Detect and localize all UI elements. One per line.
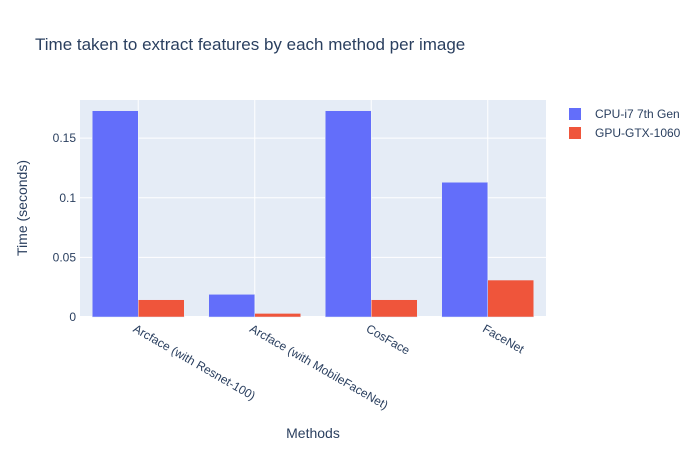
x-axis-ticks: Arcface (with Resnet-100)Arcface (with M… [131,321,527,412]
bar-gpu-1 [254,313,301,318]
legend-swatch [569,127,581,139]
legend: CPU-i7 7th Gen GPU-GTX-1060 [569,107,681,140]
bar-cpu-1 [208,294,255,318]
bar-cpu-2 [325,110,372,318]
x-tick-label: FaceNet [480,321,527,356]
y-tick-label: 0.05 [53,250,77,264]
legend-label: GPU-GTX-1060 [595,126,681,140]
y-axis-title: Time (seconds) [14,160,30,256]
x-tick-label: CosFace [364,321,413,357]
y-axis-ticks: 0 0.05 0.1 0.15 [53,131,77,324]
chart-title: Time taken to extract features by each m… [35,35,465,54]
bar-gpu-2 [371,299,418,318]
bar-cpu-0 [92,110,139,318]
legend-swatch [569,108,581,120]
bars [92,110,534,318]
x-tick-label: Arcface (with Resnet-100) [131,321,258,402]
y-tick-label: 0.15 [53,131,77,145]
bar-cpu-3 [441,182,488,318]
x-axis-title: Methods [286,425,340,441]
legend-label: CPU-i7 7th Gen [595,107,680,121]
y-tick-label: 0 [69,310,76,324]
y-tick-label: 0.1 [59,191,76,205]
bar-gpu-3 [487,279,534,318]
bar-gpu-0 [138,299,185,318]
